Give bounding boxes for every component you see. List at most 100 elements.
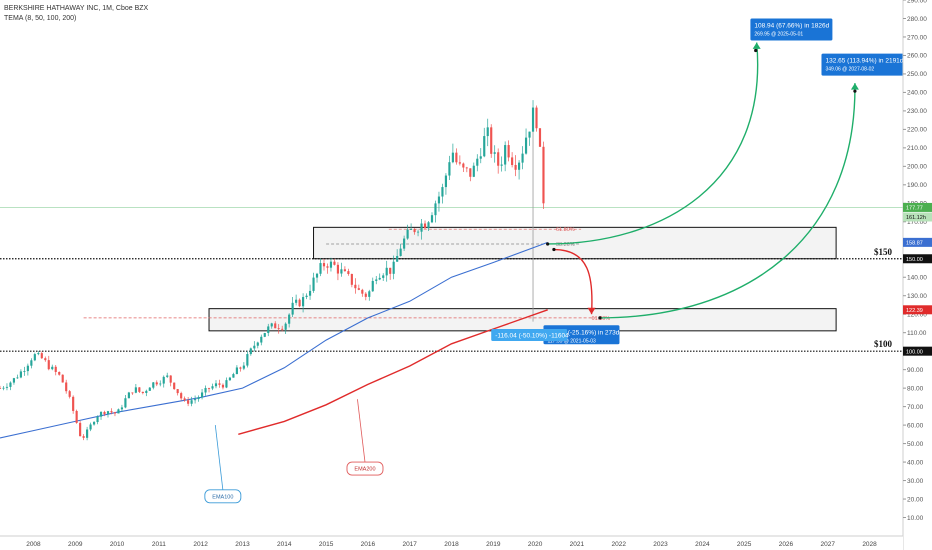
candle[interactable]	[16, 374, 19, 379]
candle[interactable]	[270, 322, 273, 329]
candle[interactable]	[124, 395, 127, 409]
candle[interactable]	[486, 118, 489, 147]
candle[interactable]	[246, 351, 249, 368]
candle[interactable]	[263, 332, 266, 338]
candle[interactable]	[61, 374, 64, 383]
candle[interactable]	[399, 243, 402, 257]
ema-line-ema200[interactable]	[238, 309, 548, 435]
candle[interactable]	[2, 386, 5, 391]
candle[interactable]	[96, 415, 99, 425]
candle[interactable]	[72, 395, 75, 414]
candle[interactable]	[298, 298, 301, 308]
candle[interactable]	[336, 262, 340, 281]
candle[interactable]	[92, 421, 96, 426]
candle[interactable]	[58, 371, 61, 376]
projection-arrow-2025[interactable]	[547, 42, 759, 245]
candle[interactable]	[127, 391, 130, 399]
projection-arrow-down[interactable]	[553, 248, 593, 315]
candle[interactable]	[33, 352, 36, 362]
candle[interactable]	[148, 387, 151, 391]
candle[interactable]	[441, 183, 444, 204]
candle[interactable]	[9, 381, 12, 391]
candle[interactable]	[225, 377, 228, 389]
candle[interactable]	[75, 409, 78, 424]
candle[interactable]	[113, 411, 117, 417]
candle[interactable]	[392, 255, 395, 280]
candle[interactable]	[375, 275, 378, 285]
candle[interactable]	[82, 434, 85, 441]
candle[interactable]	[312, 272, 315, 293]
candle[interactable]	[538, 128, 542, 148]
candle[interactable]	[410, 223, 413, 230]
candle[interactable]	[232, 372, 235, 378]
candle[interactable]	[451, 143, 454, 164]
candle[interactable]	[288, 313, 291, 328]
measure-callout[interactable]: 108.94 (67.66%) in 1826d 269.95 @ 2025-05…	[750, 18, 833, 41]
candle[interactable]	[448, 155, 451, 180]
ema-line-ema100[interactable]	[0, 241, 548, 439]
candle[interactable]	[274, 321, 277, 329]
candle[interactable]	[371, 277, 374, 292]
candle[interactable]	[183, 396, 186, 402]
candle[interactable]	[138, 387, 141, 393]
candle[interactable]	[500, 156, 503, 172]
candle[interactable]	[343, 266, 346, 272]
candle[interactable]	[361, 288, 364, 297]
candle[interactable]	[249, 347, 252, 356]
candle[interactable]	[242, 362, 245, 371]
candle[interactable]	[253, 341, 256, 352]
candle[interactable]	[403, 235, 406, 251]
candle[interactable]	[176, 388, 179, 396]
candle[interactable]	[340, 262, 343, 277]
candle[interactable]	[291, 296, 294, 317]
candle[interactable]	[305, 293, 308, 300]
candle[interactable]	[51, 364, 54, 371]
candle[interactable]	[483, 127, 486, 158]
measure-callout[interactable]: 132.65 (113.94%) in 2191d 349.06 @ 2027-0…	[821, 53, 906, 76]
candle[interactable]	[416, 229, 420, 237]
candle[interactable]	[200, 388, 204, 400]
candle[interactable]	[99, 411, 103, 420]
candle[interactable]	[350, 273, 353, 288]
candle[interactable]	[528, 131, 531, 146]
candle[interactable]	[86, 426, 89, 441]
candle[interactable]	[30, 358, 33, 369]
candle[interactable]	[322, 258, 326, 271]
candle[interactable]	[89, 422, 92, 432]
candle[interactable]	[465, 166, 468, 173]
candle[interactable]	[103, 410, 106, 417]
candle[interactable]	[26, 363, 29, 376]
candle[interactable]	[423, 220, 427, 229]
candle[interactable]	[295, 294, 298, 306]
candle[interactable]	[12, 377, 16, 385]
candle[interactable]	[256, 341, 259, 349]
candle[interactable]	[23, 366, 26, 376]
candle[interactable]	[68, 389, 71, 399]
candle[interactable]	[214, 380, 218, 389]
candle[interactable]	[437, 191, 441, 212]
candle[interactable]	[521, 146, 524, 170]
candle[interactable]	[106, 410, 110, 418]
candle[interactable]	[218, 379, 221, 388]
candle[interactable]	[524, 128, 528, 155]
candle[interactable]	[0, 385, 2, 389]
candle[interactable]	[364, 292, 367, 301]
candle[interactable]	[329, 257, 333, 272]
candle[interactable]	[518, 160, 521, 180]
candle[interactable]	[120, 404, 124, 412]
measure-callout[interactable]: -116.04 (-50.10%) -11604	[491, 328, 569, 341]
candle[interactable]	[308, 284, 312, 300]
candle[interactable]	[5, 383, 9, 391]
candle[interactable]	[152, 382, 155, 390]
candle[interactable]	[378, 273, 381, 281]
candle[interactable]	[511, 152, 514, 168]
candle[interactable]	[472, 162, 475, 178]
candle[interactable]	[117, 408, 120, 414]
candle[interactable]	[389, 267, 392, 280]
candle[interactable]	[458, 155, 461, 166]
candle[interactable]	[427, 221, 430, 232]
candle[interactable]	[476, 154, 479, 172]
candle[interactable]	[281, 325, 284, 332]
candle[interactable]	[235, 365, 238, 375]
